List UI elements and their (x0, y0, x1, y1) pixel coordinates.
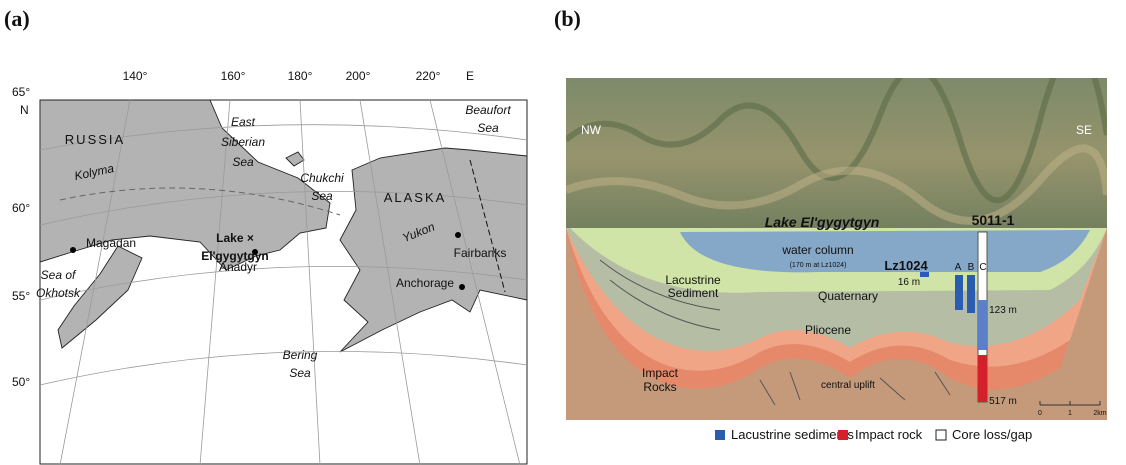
place: El'gygytgyn (201, 249, 269, 263)
label: 16 m (898, 277, 920, 288)
label: water column (781, 243, 853, 257)
label: Quaternary (818, 289, 878, 303)
island (285, 151, 305, 167)
legend-swatch (715, 430, 725, 440)
label: central uplift (821, 380, 875, 391)
place: Sea (289, 366, 311, 380)
place: Sea of (41, 268, 77, 282)
scale-label: 0 (1038, 410, 1042, 417)
city-dot (459, 284, 465, 290)
place: Anchorage (396, 276, 454, 290)
legend-swatch (935, 429, 947, 441)
scale-bar (1039, 401, 1101, 406)
place: East (231, 115, 256, 129)
label: Lake El'gygytgyn (765, 214, 880, 230)
label: Impact (642, 366, 679, 380)
place: Sea (477, 121, 499, 135)
scale-label: 1 (1068, 410, 1072, 417)
legend-swatch (838, 430, 848, 440)
label: A (955, 262, 962, 273)
lat-label: 55° (12, 289, 30, 303)
place: Siberian (221, 135, 265, 149)
lon-label: 200° (346, 69, 371, 83)
core (920, 272, 929, 277)
label: 123 m (989, 305, 1017, 316)
lat-label: 60° (12, 201, 30, 215)
legend-label: Core loss/gap (952, 427, 1032, 442)
label: 5011-1 (972, 212, 1015, 228)
label: (170 m at Lz1024) (790, 262, 847, 269)
direction: SE (1076, 123, 1092, 137)
border-line (469, 159, 506, 293)
core (978, 355, 987, 402)
place: Beaufort (465, 103, 511, 117)
label: Pliocene (805, 323, 851, 337)
graticule (40, 100, 527, 465)
place: Fairbanks (454, 246, 507, 260)
place: Magadan (86, 236, 136, 250)
cities (70, 232, 465, 290)
direction: NW (581, 123, 602, 137)
label: Rocks (643, 380, 676, 394)
legend-label: Lacustrine sediments (731, 427, 854, 442)
place: Bering (283, 348, 318, 362)
label: Lacustrine (665, 273, 721, 287)
place: Okhotsk (36, 286, 81, 300)
label: Sediment (668, 286, 719, 300)
lon-label: 160° (221, 69, 246, 83)
label: C (979, 262, 986, 273)
map: 140° 160° 180° 200° 220° E 65° N 60° 55°… (12, 69, 528, 465)
lon-label: 140° (123, 69, 148, 83)
lat-label: 65° (12, 85, 30, 99)
place: ALASKA (384, 190, 447, 205)
lat-label: N (20, 103, 29, 117)
core (967, 275, 975, 313)
lon-label: 180° (288, 69, 313, 83)
cross-section (566, 78, 1107, 420)
label: Lz1024 (884, 258, 928, 273)
lon-label: 220° (416, 69, 441, 83)
place: Lake × (216, 231, 254, 245)
legend-label: Impact rock (855, 427, 923, 442)
place: RUSSIA (65, 132, 125, 147)
lat-label: 50° (12, 375, 30, 389)
arctic-circle (59, 187, 341, 216)
panel-label: (a) (4, 6, 30, 31)
land-kamchatka (57, 245, 143, 349)
legend: Lacustrine sediments Impact rock Core lo… (715, 427, 1032, 442)
terrain (566, 78, 1107, 238)
lon-label: E (466, 69, 474, 83)
label: 517 m (989, 396, 1017, 407)
city-dot (252, 249, 258, 255)
place: Anadyr (219, 260, 257, 274)
label: B (968, 262, 975, 273)
city-dot (70, 247, 76, 253)
core (955, 275, 963, 310)
land-russia (40, 100, 331, 271)
scale-label: 2km (1093, 410, 1106, 417)
city-dot (455, 232, 461, 238)
core (978, 300, 987, 350)
place: Sea (311, 189, 333, 203)
panel-label: (b) (554, 6, 581, 31)
place: Chukchi (300, 171, 344, 185)
place: Sea (232, 155, 254, 169)
